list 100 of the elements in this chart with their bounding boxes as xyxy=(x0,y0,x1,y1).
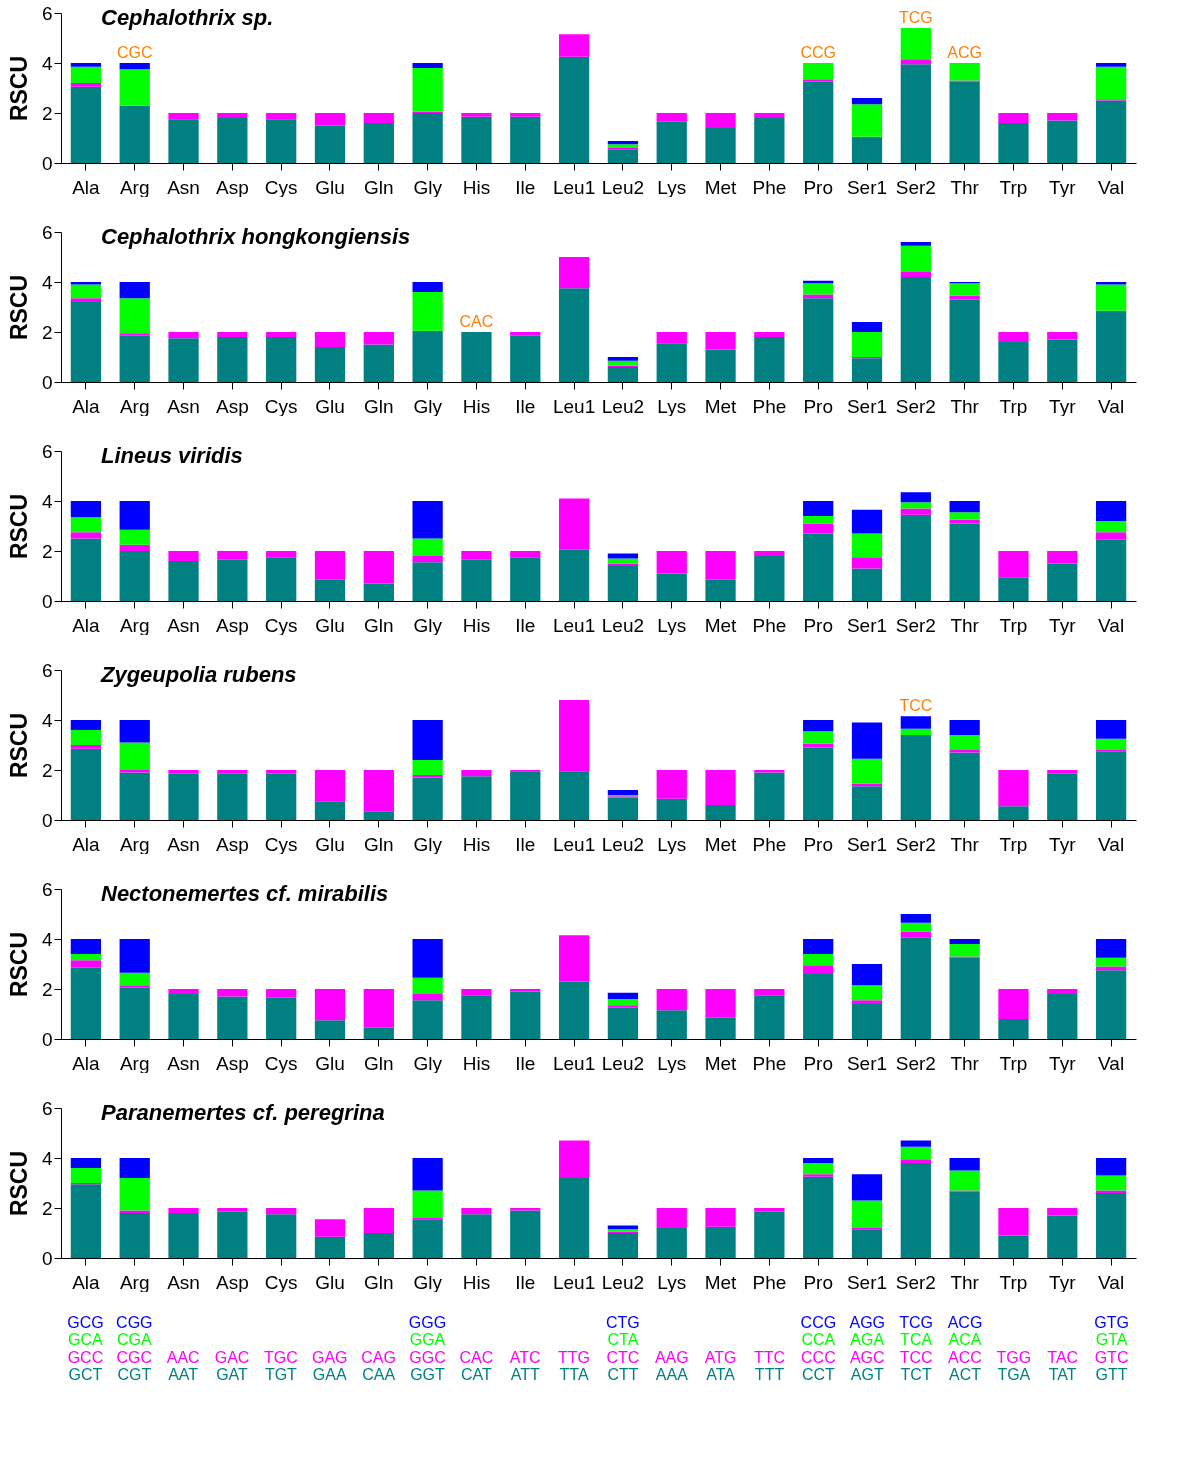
bar xyxy=(851,358,883,382)
bar xyxy=(851,1174,883,1201)
bar xyxy=(70,730,102,745)
x-tick-label: Asp xyxy=(215,176,249,198)
bar xyxy=(314,332,346,347)
bar xyxy=(70,532,102,539)
x-tick-label: Ala xyxy=(72,833,101,855)
y-axis-title: RSCU xyxy=(5,712,32,779)
x-tick-label: Glu xyxy=(315,614,345,636)
bar xyxy=(851,758,883,784)
x-tick-label: Gln xyxy=(364,1271,394,1293)
data-label: CAA xyxy=(362,1366,396,1384)
bar xyxy=(1095,1193,1127,1258)
bar xyxy=(705,805,736,820)
bar xyxy=(1047,773,1078,820)
x-tick-label: Tyr xyxy=(1049,1271,1077,1293)
bar xyxy=(412,282,443,292)
x-tick-label: Cys xyxy=(264,614,298,636)
bar xyxy=(70,284,102,299)
bar xyxy=(1047,113,1078,121)
x-tick-label: Met xyxy=(704,1052,738,1074)
y-tick-label: 4 xyxy=(41,928,53,950)
data-label: AAC xyxy=(166,1348,200,1366)
data-label: ATT xyxy=(510,1366,540,1384)
x-tick-label: Trp xyxy=(999,395,1028,417)
x-tick-label: Leu2 xyxy=(601,395,645,417)
bar xyxy=(510,557,541,601)
bar xyxy=(754,337,785,382)
x-tick-label: Met xyxy=(704,614,738,636)
data-label: CTC xyxy=(606,1348,640,1366)
x-tick-label: Gln xyxy=(364,833,394,855)
bar xyxy=(900,1146,931,1160)
bar xyxy=(217,332,248,337)
x-tick-label: Tyr xyxy=(1049,176,1077,198)
data-label: CAT xyxy=(460,1366,492,1384)
x-tick-label: Tyr xyxy=(1049,833,1077,855)
bar xyxy=(1095,751,1127,820)
bar xyxy=(412,538,443,556)
bar xyxy=(558,549,590,601)
x-tick-label: Phe xyxy=(752,395,787,417)
bar xyxy=(1047,1208,1078,1216)
bar xyxy=(70,282,102,285)
bar xyxy=(70,1184,102,1258)
bar xyxy=(656,989,687,1011)
bar xyxy=(656,1228,687,1258)
bar xyxy=(412,113,443,163)
x-tick-label: His xyxy=(462,395,491,417)
bar xyxy=(754,1208,785,1212)
x-tick-label: Cys xyxy=(264,395,298,417)
bar xyxy=(607,360,639,366)
bar xyxy=(998,342,1029,382)
data-label: TCG xyxy=(899,1313,933,1331)
y-tick-label: 4 xyxy=(41,490,53,512)
bar xyxy=(510,116,541,163)
bar xyxy=(168,1208,199,1213)
x-tick-label: Arg xyxy=(119,1271,150,1293)
data-label: GAT xyxy=(216,1366,249,1384)
y-tick-label: 2 xyxy=(41,102,53,124)
x-tick-label: Val xyxy=(1098,1052,1125,1074)
annotation: ACG xyxy=(947,44,982,61)
data-label: GTA xyxy=(1095,1331,1128,1349)
bar xyxy=(949,1170,980,1191)
x-tick-label: Asn xyxy=(167,614,200,636)
bar xyxy=(851,1004,883,1039)
bar xyxy=(900,1140,931,1147)
bar xyxy=(1095,501,1127,521)
bar xyxy=(266,557,297,601)
annotation: CAC xyxy=(459,313,494,330)
bar xyxy=(754,770,785,773)
x-tick-label: Leu1 xyxy=(552,1271,596,1293)
x-tick-label: Val xyxy=(1098,1271,1125,1293)
data-label: GTT xyxy=(1095,1366,1128,1384)
bar xyxy=(998,332,1029,342)
bar xyxy=(754,551,785,556)
data-label: AGG xyxy=(849,1313,886,1331)
bar xyxy=(314,1236,346,1258)
bar xyxy=(217,989,248,997)
x-tick-label: Thr xyxy=(950,1052,980,1074)
x-tick-label: Thr xyxy=(950,1271,980,1293)
bar xyxy=(998,989,1029,1019)
bar xyxy=(705,349,736,382)
bar xyxy=(851,98,883,105)
bar xyxy=(1047,770,1078,774)
bar xyxy=(803,298,834,382)
bar xyxy=(1047,551,1078,564)
bar xyxy=(998,113,1029,123)
y-tick-label: 0 xyxy=(41,809,53,831)
bar xyxy=(168,773,199,820)
bar xyxy=(510,771,541,820)
x-tick-label: Tyr xyxy=(1049,614,1077,636)
y-axis-title: RSCU xyxy=(5,1150,32,1217)
bar xyxy=(998,123,1029,163)
x-tick-label: Ser2 xyxy=(895,614,936,636)
bar xyxy=(461,776,492,820)
x-tick-label: His xyxy=(462,614,491,636)
bar xyxy=(558,1178,590,1258)
x-tick-label: Phe xyxy=(752,614,787,636)
bar xyxy=(558,498,590,550)
bar xyxy=(314,801,346,820)
y-tick-label: 6 xyxy=(41,2,53,24)
